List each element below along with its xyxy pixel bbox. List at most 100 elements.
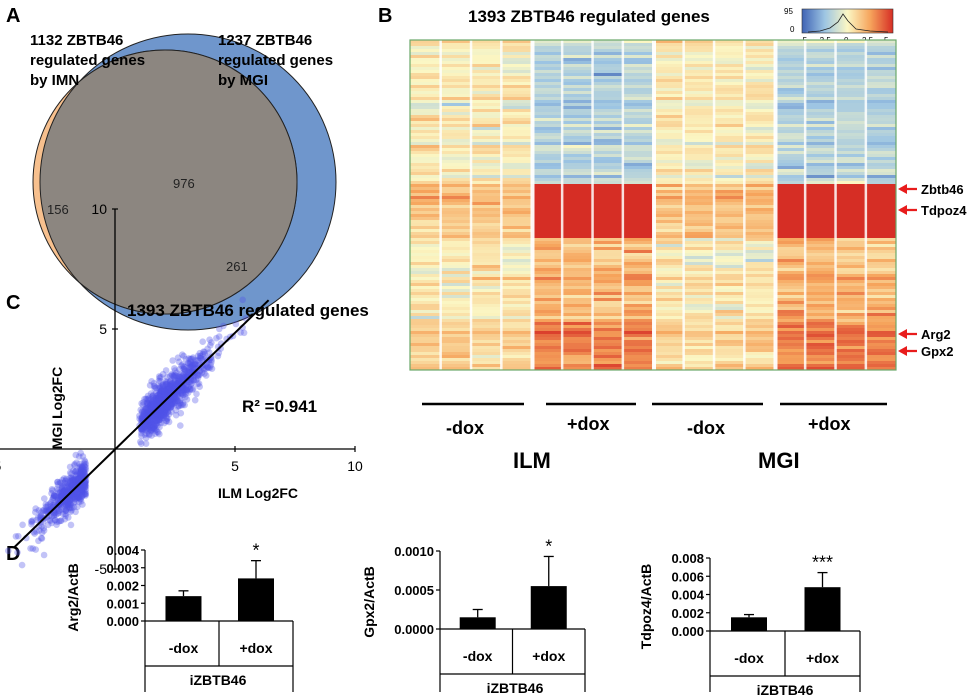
scatter-point (152, 395, 159, 402)
scatter-point (52, 492, 60, 500)
scatter-point (65, 482, 72, 489)
scatter-point (139, 407, 146, 415)
scatter-point (176, 371, 184, 378)
scatter-point (75, 475, 82, 483)
scatter-point (60, 489, 68, 497)
venn-right-title-line3: by MGI (218, 72, 268, 89)
scatter-point (81, 468, 88, 475)
scatter-point (166, 388, 173, 395)
scatter-point (68, 507, 75, 514)
scatter-point (180, 380, 188, 388)
group-label-mgi-plus-dox: +dox (808, 414, 851, 434)
scatter-point (213, 334, 220, 342)
scatter-point (54, 478, 61, 486)
scatter-point (77, 466, 85, 473)
arrow-icon (898, 329, 907, 339)
scatter-point (54, 495, 62, 502)
scatter-point (180, 363, 187, 370)
scatter-point (163, 385, 171, 393)
scatter-point (192, 376, 200, 384)
scatter-point (137, 425, 145, 433)
scatter-point (74, 475, 82, 482)
scatter-point (153, 407, 160, 415)
scatter-point (151, 400, 159, 408)
scatter-point (147, 403, 155, 411)
scatter-point (57, 489, 64, 496)
scatter-point (28, 517, 35, 525)
group-label-ilm-plus-dox: +dox (567, 414, 610, 434)
scatter-point (198, 356, 206, 364)
scatter-point (40, 524, 47, 532)
scatter-point (198, 369, 206, 376)
scatter-point (186, 364, 193, 372)
scatter-point (63, 475, 70, 483)
scatter-point (150, 425, 158, 433)
scatter-point (149, 415, 157, 422)
scatter-point (151, 417, 158, 425)
scatter-point (162, 413, 170, 421)
scatter-point (177, 396, 184, 404)
scatter-point (159, 393, 167, 400)
scatter-point (151, 416, 159, 424)
scatter-point (67, 501, 75, 509)
scatter-point (78, 487, 85, 495)
scatter-point (78, 488, 86, 496)
scatter-point (31, 530, 38, 537)
scatter-point (177, 389, 184, 396)
scatter-point (182, 386, 190, 394)
scatter-point (72, 475, 79, 483)
bar-y-tick-label: 0.008 (671, 551, 704, 566)
scatter-point (196, 349, 204, 357)
scatter-point (161, 409, 168, 416)
scatter-point (169, 400, 177, 408)
scatter-point (191, 396, 199, 404)
scatter-point (68, 475, 76, 482)
scatter-point (75, 498, 83, 506)
scatter-point (149, 403, 157, 410)
scatter-point (167, 403, 174, 411)
scatter-point (78, 487, 86, 495)
scatter-point (156, 416, 164, 424)
scatter-point (189, 375, 197, 383)
bar-category-label: -dox (169, 640, 199, 656)
scatter-point (165, 386, 173, 393)
scatter-point (156, 384, 164, 392)
scatter-point (148, 406, 155, 413)
scatter-point (155, 412, 162, 419)
scatter-point (164, 403, 172, 410)
scatter-point (62, 501, 69, 508)
scatter-point (80, 466, 88, 474)
scatter-point (173, 397, 181, 404)
scatter-point (82, 490, 89, 497)
scatter-point (161, 404, 168, 412)
scatter-point (164, 408, 172, 416)
scatter-point (172, 411, 180, 419)
scatter-point (144, 392, 152, 400)
scatter-point (77, 481, 85, 488)
scatter-point (37, 509, 45, 516)
scatter-point (51, 492, 58, 500)
scatter-point (167, 382, 175, 390)
scatter-point (143, 396, 151, 403)
scatter-point (74, 494, 81, 501)
scatter-point (156, 414, 163, 422)
scatter-point (176, 373, 184, 381)
scatter-point (55, 486, 62, 494)
scatter-point (152, 389, 160, 397)
scatter-point (54, 496, 62, 504)
scatter-point (179, 391, 187, 399)
scatter-point (143, 399, 151, 407)
scatter-point (43, 507, 51, 514)
scatter-point (196, 371, 204, 378)
scatter-point (138, 425, 146, 433)
scatter-point (67, 480, 75, 488)
scatter-point (78, 464, 86, 471)
significance-marker: * (252, 541, 259, 561)
scatter-point (180, 365, 187, 373)
scatter-point (141, 411, 148, 418)
scatter-point (155, 405, 163, 412)
scatter-point (69, 493, 77, 501)
scatter-point (153, 396, 160, 404)
scatter-point (157, 388, 165, 395)
venn-right-title-line1: 1237 ZBTB46 (218, 32, 312, 49)
